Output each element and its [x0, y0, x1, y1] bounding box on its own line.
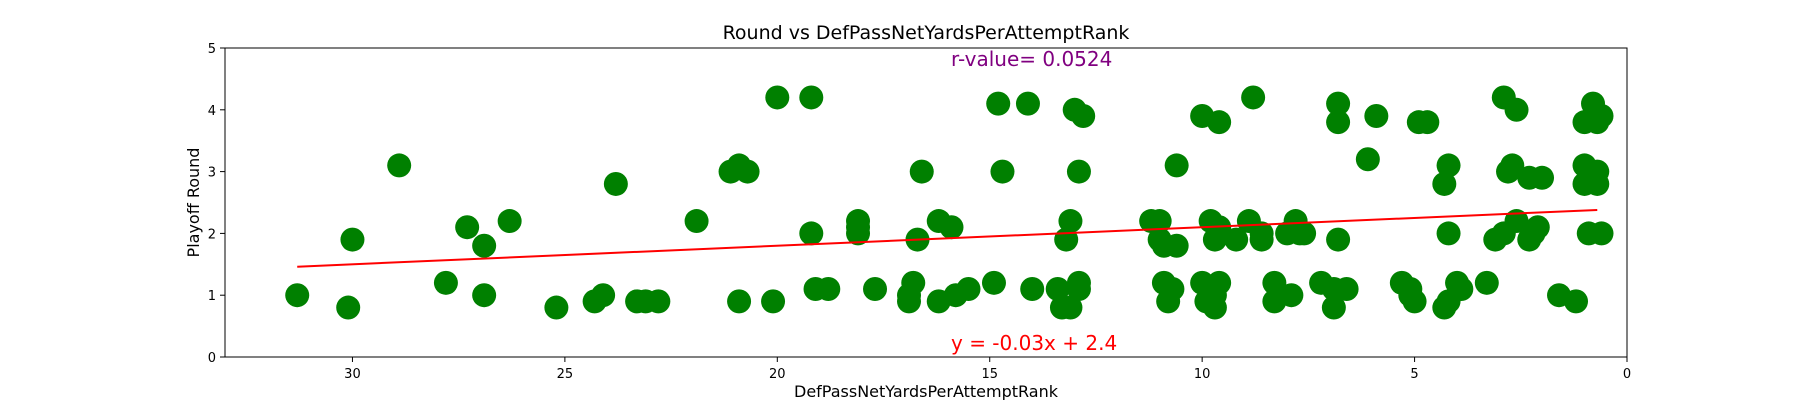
chart-title: Round vs DefPassNetYardsPerAttemptRank — [723, 22, 1130, 44]
data-point — [990, 160, 1014, 184]
data-point — [982, 271, 1006, 295]
data-point — [986, 92, 1010, 116]
data-point — [1564, 289, 1588, 313]
data-point — [1241, 85, 1265, 109]
x-tick-label: 0 — [1623, 367, 1631, 382]
x-tick-label: 30 — [344, 367, 361, 382]
data-point — [472, 234, 496, 258]
data-point — [736, 160, 760, 184]
data-point — [727, 289, 751, 313]
data-point — [646, 289, 670, 313]
data-point — [336, 296, 360, 320]
r-value-annotation: r-value= 0.0524 — [951, 47, 1112, 71]
data-point — [1165, 153, 1189, 177]
data-point — [1356, 147, 1380, 171]
data-point — [1585, 172, 1609, 196]
data-point — [1505, 98, 1529, 122]
data-point — [1530, 166, 1554, 190]
data-point — [685, 209, 709, 233]
data-point — [1364, 104, 1388, 128]
data-point — [1279, 283, 1303, 307]
data-point — [816, 277, 840, 301]
data-point — [1590, 221, 1614, 245]
data-point — [1203, 296, 1227, 320]
data-point — [1437, 153, 1461, 177]
data-point — [956, 277, 980, 301]
data-point — [472, 283, 496, 307]
data-point — [1067, 271, 1091, 295]
data-point — [1071, 104, 1095, 128]
data-point — [1335, 277, 1359, 301]
data-point — [1250, 228, 1274, 252]
data-point — [1165, 234, 1189, 258]
data-point — [544, 296, 568, 320]
data-point — [761, 289, 785, 313]
y-tick-label: 2 — [208, 227, 216, 242]
data-point — [1207, 110, 1231, 134]
data-point — [765, 85, 789, 109]
data-point — [1326, 92, 1350, 116]
data-point — [799, 85, 823, 109]
data-point — [498, 209, 522, 233]
data-point — [897, 283, 921, 307]
x-tick-label: 15 — [981, 367, 998, 382]
y-tick-label: 0 — [208, 351, 216, 366]
data-point — [1203, 228, 1227, 252]
data-point — [285, 283, 309, 307]
data-point — [1207, 271, 1231, 295]
y-axis-label: Playoff Round — [184, 148, 203, 258]
data-point — [455, 215, 479, 239]
data-point — [1526, 215, 1550, 239]
y-tick-label: 1 — [208, 289, 216, 304]
y-axis-ticks: 0 1 2 3 4 5 — [208, 42, 225, 366]
data-point — [1415, 110, 1439, 134]
data-point — [1449, 277, 1473, 301]
regression-equation-annotation: y = -0.03x + 2.4 — [951, 331, 1117, 355]
data-point — [910, 160, 934, 184]
x-axis-ticks: 30 25 20 15 10 5 0 — [344, 357, 1631, 382]
y-tick-label: 4 — [208, 104, 216, 119]
data-points — [285, 85, 1613, 319]
data-point — [1403, 289, 1427, 313]
data-point — [1160, 277, 1184, 301]
data-point — [1058, 209, 1082, 233]
data-point — [591, 283, 615, 307]
data-point — [1292, 221, 1316, 245]
data-point — [434, 271, 458, 295]
x-tick-label: 25 — [557, 367, 574, 382]
data-point — [799, 221, 823, 245]
x-tick-label: 10 — [1194, 367, 1211, 382]
x-axis-label: DefPassNetYardsPerAttemptRank — [794, 382, 1059, 400]
data-point — [1475, 271, 1499, 295]
data-point — [387, 153, 411, 177]
data-point — [939, 215, 963, 239]
data-point — [846, 215, 870, 239]
x-tick-label: 20 — [769, 367, 786, 382]
data-point — [1020, 277, 1044, 301]
data-point — [863, 277, 887, 301]
data-point — [1590, 104, 1614, 128]
y-tick-label: 5 — [208, 42, 216, 57]
y-tick-label: 3 — [208, 166, 216, 181]
data-point — [1016, 92, 1040, 116]
data-point — [340, 228, 364, 252]
x-tick-label: 5 — [1410, 367, 1418, 382]
data-point — [1326, 228, 1350, 252]
data-point — [604, 172, 628, 196]
data-point — [1067, 160, 1091, 184]
data-point — [1437, 221, 1461, 245]
